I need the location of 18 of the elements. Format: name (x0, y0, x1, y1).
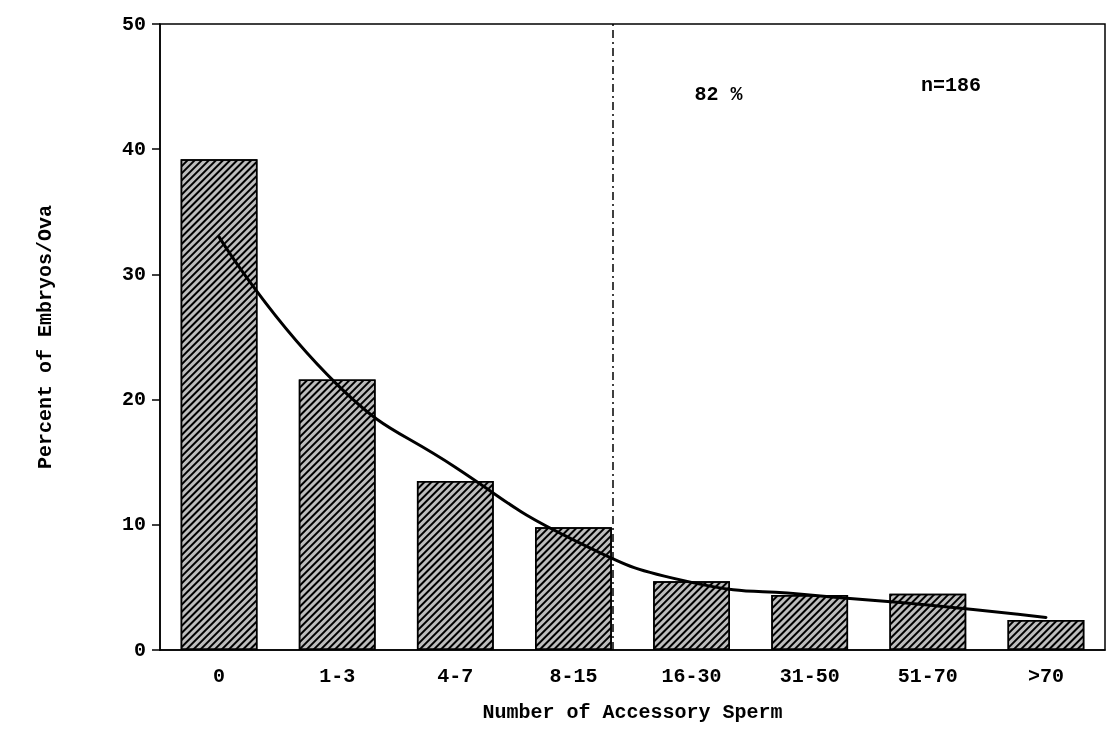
x-tick-label: >70 (1027, 664, 1064, 688)
y-tick-label: 30 (121, 262, 146, 286)
x-tick-label: 1-3 (319, 664, 356, 688)
y-tick-label: 50 (121, 12, 146, 36)
y-tick-label: 40 (121, 137, 146, 161)
x-tick-label: 0 (213, 664, 226, 688)
annotation: n=186 (920, 73, 982, 97)
x-tick-label: 31-50 (779, 664, 840, 688)
x-tick-label: 51-70 (897, 664, 958, 688)
y-axis-title: Percent of Embryos/Ova (33, 204, 57, 470)
x-tick-label: 16-30 (661, 664, 722, 688)
y-tick-label: 20 (121, 388, 146, 412)
y-tick-label: 10 (121, 513, 146, 537)
ref-line-label: 82 % (694, 82, 744, 106)
x-axis-title: Number of Accessory Sperm (482, 700, 783, 724)
x-tick-label: 4-7 (437, 664, 474, 688)
x-tick-label: 8-15 (549, 664, 598, 688)
y-tick-label: 0 (133, 638, 146, 662)
